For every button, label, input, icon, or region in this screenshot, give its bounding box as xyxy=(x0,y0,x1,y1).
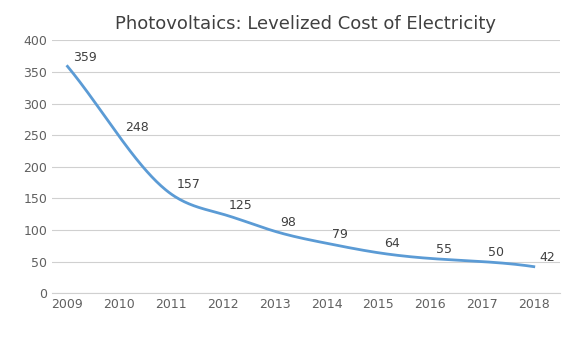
Text: 248: 248 xyxy=(125,121,149,134)
Text: 50: 50 xyxy=(488,246,504,259)
Text: 157: 157 xyxy=(177,178,201,191)
Text: 42: 42 xyxy=(539,251,555,264)
Text: 55: 55 xyxy=(436,243,452,256)
Title: Photovoltaics: Levelized Cost of Electricity: Photovoltaics: Levelized Cost of Electri… xyxy=(115,15,496,33)
Text: 64: 64 xyxy=(384,237,400,250)
Text: 359: 359 xyxy=(73,51,97,64)
Text: 98: 98 xyxy=(280,216,296,229)
Text: 125: 125 xyxy=(228,198,252,212)
Text: 79: 79 xyxy=(332,228,348,241)
